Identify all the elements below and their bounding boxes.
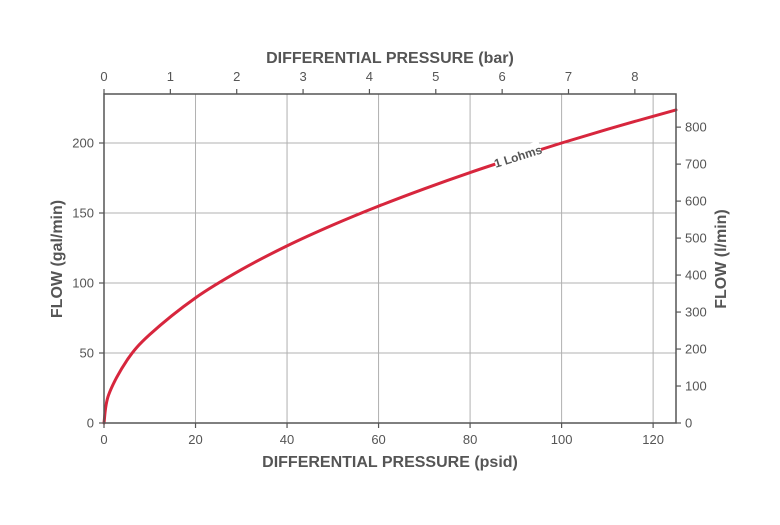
x-bottom-tick-label: 0 [100, 432, 107, 447]
y-right-tick-label: 400 [685, 268, 707, 283]
x-top-tick-label: 2 [233, 69, 240, 84]
x-top-tick-label: 0 [100, 69, 107, 84]
x-bottom-tick-label: 120 [642, 432, 664, 447]
y-left-axis-title: FLOW (gal/min) [49, 200, 66, 318]
y-right-tick-label: 800 [685, 120, 707, 135]
x-top-tick-label: 4 [366, 69, 373, 84]
y-right-tick-label: 100 [685, 379, 707, 394]
grid-lines [104, 94, 676, 423]
y-left-tick-label: 50 [80, 346, 94, 361]
y-left-tick-label: 100 [72, 276, 94, 291]
x-bottom-tick-label: 60 [371, 432, 385, 447]
plot-border [103, 93, 677, 424]
x-bottom-tick-label: 40 [280, 432, 294, 447]
x-bottom-tick-label: 80 [463, 432, 477, 447]
y-left-tick-label: 0 [87, 416, 94, 431]
x-top-tick-label: 6 [499, 69, 506, 84]
plot-frame [103, 93, 677, 424]
x-bottom-tick-label: 20 [188, 432, 202, 447]
flow-curve-line [102, 108, 678, 425]
y-left-tick-label: 200 [72, 136, 94, 151]
x-bottom-tick-label: 100 [551, 432, 573, 447]
y-right-tick-label: 500 [685, 231, 707, 246]
y-right-tick-label: 700 [685, 157, 707, 172]
curve-label: 1 Lohms [492, 140, 544, 172]
flow-curve-group [102, 108, 678, 425]
y-right-tick-label: 0 [685, 416, 692, 431]
x-top-tick-label: 7 [565, 69, 572, 84]
y-right-tick-label: 200 [685, 342, 707, 357]
x-top-tick-label: 1 [167, 69, 174, 84]
curve-label-background [492, 140, 544, 172]
x-top-axis-title: DIFFERENTIAL PRESSURE (bar) [266, 50, 514, 67]
x-top-tick-label: 8 [631, 69, 638, 84]
y-right-tick-label: 300 [685, 305, 707, 320]
curve-label-text: 1 Lohms [492, 143, 544, 171]
x-top-tick-label: 5 [432, 69, 439, 84]
y-right-tick-label: 600 [685, 194, 707, 209]
y-left-tick-label: 150 [72, 206, 94, 221]
curve-label-group: 1 Lohms [492, 140, 544, 172]
y-right-axis-title: FLOW (l/min) [713, 209, 730, 309]
x-bottom-axis-title: DIFFERENTIAL PRESSURE (psid) [262, 454, 518, 471]
x-top-tick-label: 3 [299, 69, 306, 84]
